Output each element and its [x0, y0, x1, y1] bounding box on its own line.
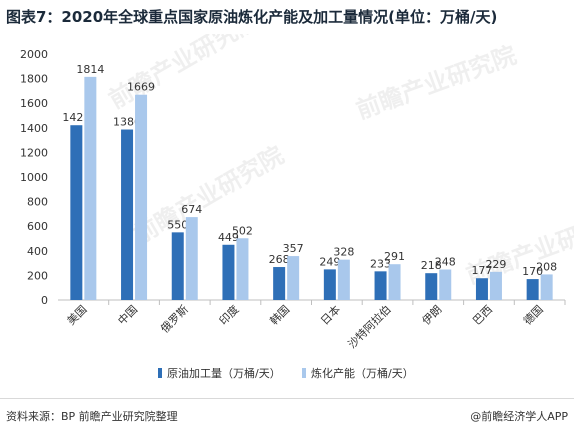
data-label-capacity: 357 [283, 242, 304, 255]
bar-processing [323, 269, 336, 300]
x-category-label: 巴西 [470, 303, 495, 328]
y-axis: 0 200 400 600 800 1000 1200 1400 1600 1800 2000 [20, 48, 48, 307]
footer: 资料来源：BP 前瞻产业研究院整理 @前瞻经济学人APP [0, 398, 574, 433]
data-label-capacity: 674 [181, 203, 202, 216]
data-label-processing: 249 [319, 255, 340, 268]
y-tick-label: 800 [27, 196, 48, 209]
data-label-processing: 233 [370, 257, 391, 270]
data-label-processing: 268 [269, 253, 290, 266]
x-category-label: 俄罗斯 [158, 303, 191, 336]
x-category-label: 沙特阿拉伯 [345, 302, 394, 351]
bar-processing [374, 271, 387, 300]
data-label-capacity: 291 [384, 250, 405, 263]
bar-processing [475, 278, 488, 300]
source-note: 资料来源：BP 前瞻产业研究院整理 [6, 410, 178, 423]
x-category-label: 韩国 [267, 302, 292, 327]
x-category-label: 伊朗 [420, 303, 445, 328]
bar-capacity [489, 271, 502, 300]
data-label-capacity: 248 [435, 255, 456, 268]
x-category-label: 印度 [216, 302, 241, 327]
bar-processing [425, 273, 438, 300]
y-tick-label: 200 [27, 269, 48, 282]
y-tick-label: 1800 [20, 73, 48, 86]
data-label-processing: 177 [471, 264, 492, 277]
data-label-processing: 550 [167, 218, 188, 231]
data-label-capacity: 1814 [76, 63, 104, 76]
bar-processing [70, 125, 83, 300]
data-label-processing: 449 [218, 231, 239, 244]
data-label-capacity: 1669 [127, 81, 155, 94]
bar-capacity [84, 76, 97, 301]
x-category-label: 日本 [318, 302, 343, 327]
bar-capacity [236, 238, 249, 300]
bar-capacity [135, 94, 148, 300]
y-tick-label: 1000 [20, 171, 48, 184]
data-label-capacity: 328 [333, 246, 354, 259]
x-category-label: 中国 [115, 303, 140, 328]
legend: 原油加工量（万桶/天） 炼化产能（万桶/天） [158, 366, 414, 380]
bar-capacity [287, 256, 300, 300]
bar-capacity [439, 269, 452, 300]
x-category-label: 德国 [520, 302, 545, 327]
bar-processing [526, 279, 539, 300]
data-label-capacity: 208 [536, 260, 557, 273]
legend-label-capacity: 炼化产能（万桶/天） [311, 366, 414, 380]
data-label-processing: 218 [421, 259, 442, 272]
legend-swatch-capacity [302, 368, 306, 378]
bar-processing [222, 244, 235, 300]
bar-processing [273, 267, 286, 300]
chart-area: 前瞻产业研究院 前瞻产业研究院 前瞻产业研究院 前瞻产业研究院 0 200 400 6… [0, 34, 574, 394]
y-tick-label: 1200 [20, 146, 48, 159]
y-tick-label: 600 [27, 220, 48, 233]
legend-label-processing: 原油加工量（万桶/天） [167, 366, 281, 380]
y-tick-label: 1600 [20, 97, 48, 110]
data-label-capacity: 229 [485, 258, 506, 271]
data-label-capacity: 502 [232, 224, 253, 237]
x-axis: 美国 中国 俄罗斯 印度 韩国 日本 沙特阿拉伯 伊朗 巴西 德国 [58, 299, 566, 351]
bar-capacity [185, 217, 198, 300]
watermark-1: 前瞻产业研究院 [104, 34, 263, 114]
watermark-2: 前瞻产业研究院 [352, 41, 519, 125]
bar-capacity [337, 259, 350, 300]
y-tick-label: 400 [27, 245, 48, 258]
y-tick-label: 1400 [20, 122, 48, 135]
bar-capacity [388, 264, 401, 300]
bar-processing [121, 129, 134, 300]
bar-capacity [540, 274, 553, 300]
watermark-3: 前瞻产业研究院 [129, 141, 288, 249]
bar-chart: 前瞻产业研究院 前瞻产业研究院 前瞻产业研究院 前瞻产业研究院 02004006… [20, 34, 574, 380]
y-tick-label: 2000 [20, 48, 48, 61]
data-label-processing: 1386 [113, 116, 141, 129]
brand-credit: @前瞻经济学人APP [470, 410, 568, 423]
data-label-processing: 1421 [62, 111, 90, 124]
legend-swatch-processing [158, 368, 162, 378]
y-tick-label: 0 [41, 294, 48, 307]
data-label-processing: 170 [522, 265, 543, 278]
bar-processing [171, 232, 184, 300]
x-category-label: 美国 [65, 303, 90, 328]
chart-title: 图表7：2020年全球重点国家原油炼化产能及加工量情况(单位：万桶/天) [6, 8, 498, 26]
